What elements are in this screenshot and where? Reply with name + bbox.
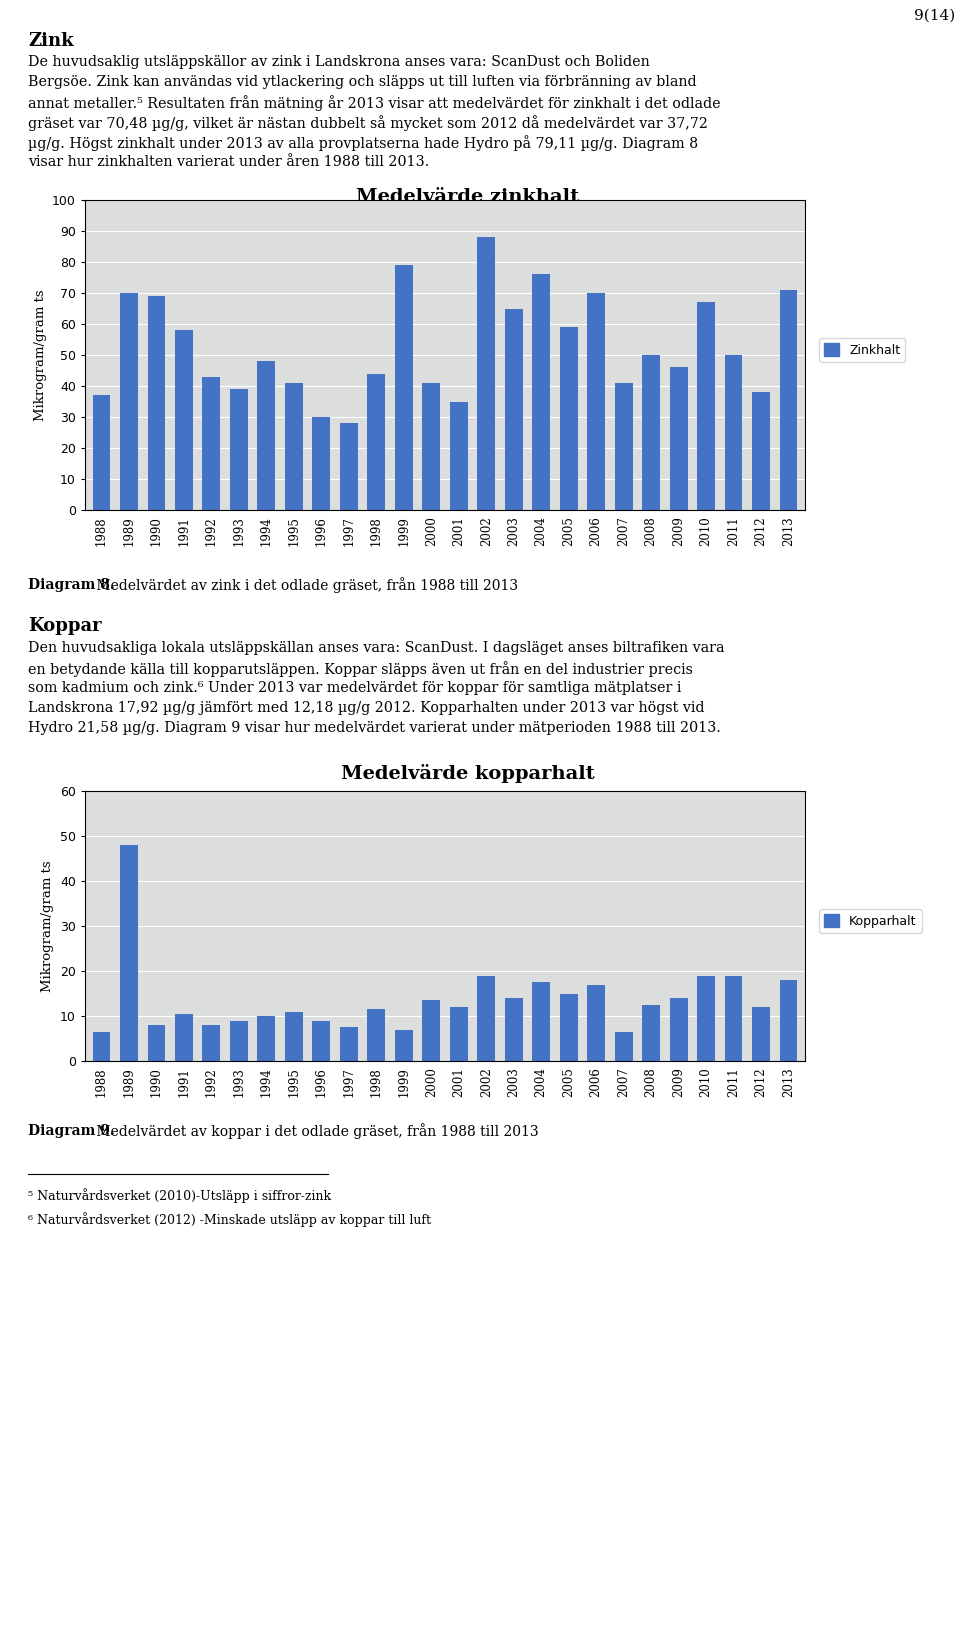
Bar — [642, 1004, 660, 1061]
Text: Landskrona 17,92 µg/g jämfört med 12,18 µg/g 2012. Kopparhalten under 2013 var h: Landskrona 17,92 µg/g jämfört med 12,18 … — [28, 702, 705, 715]
Bar — [505, 998, 522, 1061]
Bar — [230, 389, 248, 510]
Bar — [588, 293, 605, 510]
Bar — [340, 423, 358, 510]
Text: visar hur zinkhalten varierat under åren 1988 till 2013.: visar hur zinkhalten varierat under åren… — [28, 155, 429, 169]
Bar — [257, 1016, 276, 1061]
Text: Medelvärdet av zink i det odlade gräset, från 1988 till 2013: Medelvärdet av zink i det odlade gräset,… — [92, 576, 518, 593]
Text: gräset var 70,48 µg/g, vilket är nästan dubbelt så mycket som 2012 då medelvärde: gräset var 70,48 µg/g, vilket är nästan … — [28, 116, 708, 130]
Legend: Zinkhalt: Zinkhalt — [819, 339, 905, 361]
Bar — [203, 376, 221, 510]
Bar — [92, 396, 110, 510]
Bar — [780, 980, 798, 1061]
Bar — [120, 845, 138, 1061]
Bar — [588, 985, 605, 1061]
Bar — [148, 1026, 165, 1061]
Text: Medelvärde kopparhalt: Medelvärde kopparhalt — [341, 764, 595, 783]
Bar — [532, 275, 550, 510]
Bar — [395, 1029, 413, 1061]
Bar — [92, 1032, 110, 1061]
Text: ⁶ Naturvårdsverket (2012) -Minskade utsläpp av koppar till luft: ⁶ Naturvårdsverket (2012) -Minskade utsl… — [28, 1211, 431, 1226]
Bar — [752, 1008, 770, 1061]
Bar — [368, 1009, 385, 1061]
Bar — [257, 361, 276, 510]
Bar — [285, 383, 302, 510]
Text: Zink: Zink — [28, 33, 74, 50]
Y-axis label: Mikrogram/gram ts: Mikrogram/gram ts — [41, 860, 55, 991]
Bar — [725, 975, 742, 1061]
Text: µg/g. Högst zinkhalt under 2013 av alla provplatserna hade Hydro på 79,11 µg/g. : µg/g. Högst zinkhalt under 2013 av alla … — [28, 135, 698, 151]
Bar — [614, 383, 633, 510]
Text: ⁵ Naturvårdsverket (2010)-Utsläpp i siffror-zink: ⁵ Naturvårdsverket (2010)-Utsläpp i siff… — [28, 1188, 331, 1203]
Bar — [560, 327, 578, 510]
Bar — [340, 1027, 358, 1061]
Text: annat metaller.⁵ Resultaten från mätning år 2013 visar att medelvärdet för zinkh: annat metaller.⁵ Resultaten från mätning… — [28, 94, 721, 111]
Bar — [203, 1026, 221, 1061]
Text: De huvudsaklig utsläppskällor av zink i Landskrona anses vara: ScanDust och Boli: De huvudsaklig utsläppskällor av zink i … — [28, 55, 650, 68]
Text: Koppar: Koppar — [28, 617, 102, 635]
Bar — [697, 975, 715, 1061]
Text: Bergsöe. Zink kan användas vid ytlackering och släpps ut till luften via förbrän: Bergsöe. Zink kan användas vid ytlackeri… — [28, 75, 697, 90]
Text: Hydro 21,58 µg/g. Diagram 9 visar hur medelvärdet varierat under mätperioden 198: Hydro 21,58 µg/g. Diagram 9 visar hur me… — [28, 721, 721, 734]
Bar — [614, 1032, 633, 1061]
Bar — [175, 1014, 193, 1061]
Text: Medelvärdet av koppar i det odlade gräset, från 1988 till 2013: Medelvärdet av koppar i det odlade gräse… — [92, 1123, 539, 1140]
Bar — [670, 998, 687, 1061]
Bar — [450, 402, 468, 510]
Bar — [120, 293, 138, 510]
Bar — [312, 417, 330, 510]
Bar — [230, 1021, 248, 1061]
Bar — [368, 373, 385, 510]
Bar — [422, 1000, 441, 1061]
Legend: Kopparhalt: Kopparhalt — [819, 908, 922, 933]
Bar — [450, 1008, 468, 1061]
Bar — [752, 392, 770, 510]
Text: Den huvudsakliga lokala utsläppskällan anses vara: ScanDust. I dagsläget anses b: Den huvudsakliga lokala utsläppskällan a… — [28, 641, 725, 654]
Bar — [780, 290, 798, 510]
Text: Diagram 9.: Diagram 9. — [28, 1123, 115, 1138]
Bar — [505, 308, 522, 510]
Bar — [532, 982, 550, 1061]
Bar — [422, 383, 441, 510]
Text: en betydande källa till kopparutsläppen. Koppar släpps även ut från en del indus: en betydande källa till kopparutsläppen.… — [28, 661, 693, 677]
Text: Medelvärde zinkhalt: Medelvärde zinkhalt — [356, 189, 580, 207]
Bar — [148, 296, 165, 510]
Bar — [560, 993, 578, 1061]
Bar — [477, 238, 495, 510]
Bar — [285, 1011, 302, 1061]
Bar — [697, 303, 715, 510]
Bar — [312, 1021, 330, 1061]
Text: som kadmium och zink.⁶ Under 2013 var medelvärdet för koppar för samtliga mätpla: som kadmium och zink.⁶ Under 2013 var me… — [28, 681, 682, 695]
Bar — [725, 355, 742, 510]
Bar — [395, 265, 413, 510]
Bar — [477, 975, 495, 1061]
Text: 9(14): 9(14) — [914, 10, 955, 23]
Bar — [670, 368, 687, 510]
Text: Diagram 8.: Diagram 8. — [28, 578, 115, 593]
Bar — [642, 355, 660, 510]
Bar — [175, 330, 193, 510]
Y-axis label: Mikrogram/gram ts: Mikrogram/gram ts — [34, 290, 46, 420]
